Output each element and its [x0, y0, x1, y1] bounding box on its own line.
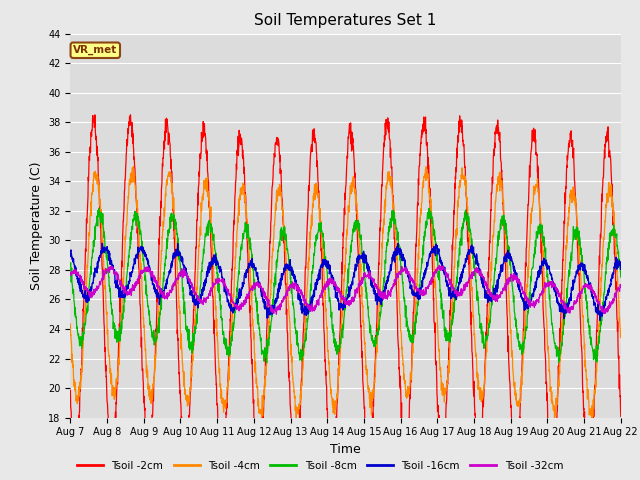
Tsoil -2cm [127, 112, 134, 118]
Line: Tsoil -32cm: Tsoil -32cm [70, 265, 621, 314]
X-axis label: Time: Time [330, 443, 361, 456]
Tsoil -2cm [220, 454, 228, 459]
Tsoil -16cm [617, 266, 625, 272]
Tsoil -16cm [506, 251, 513, 256]
Tsoil -4cm [292, 419, 300, 425]
Tsoil -4cm [506, 312, 514, 317]
Tsoil -4cm [67, 321, 74, 327]
Line: Tsoil -16cm: Tsoil -16cm [70, 243, 621, 320]
Line: Tsoil -4cm: Tsoil -4cm [70, 167, 621, 422]
Tsoil -16cm [220, 281, 228, 287]
Tsoil -8cm [67, 264, 74, 269]
Tsoil -2cm [584, 456, 591, 461]
Tsoil -8cm [584, 314, 592, 320]
Tsoil -32cm [374, 287, 381, 293]
Y-axis label: Soil Temperature (C): Soil Temperature (C) [29, 161, 43, 290]
Tsoil -8cm [506, 258, 514, 264]
Tsoil -4cm [220, 404, 228, 409]
Tsoil -32cm [273, 312, 280, 317]
Line: Tsoil -2cm: Tsoil -2cm [70, 115, 621, 471]
Tsoil -4cm [584, 395, 592, 400]
Tsoil -8cm [220, 341, 228, 347]
Title: Soil Temperatures Set 1: Soil Temperatures Set 1 [255, 13, 436, 28]
Tsoil -32cm [67, 272, 74, 278]
Tsoil -32cm [220, 279, 228, 285]
Tsoil -2cm [568, 139, 576, 144]
Tsoil -8cm [569, 241, 577, 247]
Tsoil -4cm [362, 366, 370, 372]
Tsoil -16cm [99, 240, 106, 246]
Tsoil -16cm [568, 288, 576, 293]
Tsoil -8cm [362, 289, 370, 295]
Tsoil -16cm [596, 317, 604, 323]
Tsoil -32cm [506, 277, 514, 283]
Tsoil -32cm [362, 272, 369, 278]
Tsoil -16cm [584, 273, 591, 278]
Tsoil -2cm [67, 387, 74, 393]
Text: VR_met: VR_met [73, 45, 117, 55]
Tsoil -16cm [374, 292, 381, 298]
Tsoil -8cm [263, 360, 271, 366]
Tsoil -32cm [584, 282, 592, 288]
Tsoil -2cm [374, 293, 381, 299]
Legend: Tsoil -2cm, Tsoil -4cm, Tsoil -8cm, Tsoil -16cm, Tsoil -32cm: Tsoil -2cm, Tsoil -4cm, Tsoil -8cm, Tsoi… [73, 456, 567, 475]
Tsoil -16cm [362, 256, 369, 262]
Tsoil -32cm [435, 263, 443, 268]
Tsoil -32cm [617, 283, 625, 289]
Tsoil -2cm [362, 432, 369, 437]
Line: Tsoil -8cm: Tsoil -8cm [70, 208, 621, 363]
Tsoil -2cm [586, 468, 593, 474]
Tsoil -4cm [374, 330, 381, 336]
Tsoil -2cm [506, 379, 513, 384]
Tsoil -32cm [569, 304, 577, 310]
Tsoil -2cm [617, 414, 625, 420]
Tsoil -4cm [129, 164, 137, 169]
Tsoil -8cm [617, 274, 625, 280]
Tsoil -8cm [374, 329, 381, 335]
Tsoil -4cm [617, 333, 625, 338]
Tsoil -16cm [67, 250, 74, 255]
Tsoil -8cm [95, 205, 102, 211]
Tsoil -4cm [569, 198, 577, 204]
